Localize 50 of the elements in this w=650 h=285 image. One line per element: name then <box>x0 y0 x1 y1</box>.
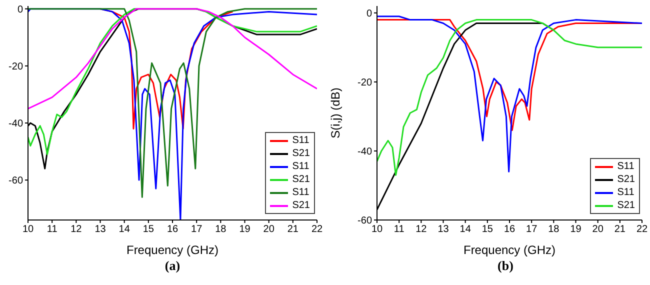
x-tick-label: 20 <box>263 224 275 236</box>
y-tick-label: -60 <box>358 216 372 227</box>
y-axis-title: S(i,j) (dB) <box>328 88 342 138</box>
x-tick-label: 13 <box>438 224 450 236</box>
x-tick-label: 20 <box>592 224 604 236</box>
x-tick-label: 11 <box>394 224 405 236</box>
x-tick-label: 21 <box>287 224 299 236</box>
line-series <box>28 8 317 110</box>
x-axis-title: Frequency (GHz) <box>463 243 556 257</box>
x-tick-label: 14 <box>118 224 130 236</box>
x-tick-label: 21 <box>614 224 626 236</box>
y-tick-label: 0 <box>17 4 24 16</box>
x-tick-label: 10 <box>371 224 383 236</box>
y-tick-label: -60 <box>8 176 24 187</box>
x-tick-label: 15 <box>482 224 494 236</box>
x-tick-label: 16 <box>504 224 516 236</box>
legend-label: S21 <box>292 147 310 160</box>
x-tick-label: 18 <box>215 224 227 236</box>
x-tick-label: 17 <box>526 224 538 236</box>
x-tick-label: 19 <box>570 224 582 236</box>
legend-label: S21 <box>617 199 635 212</box>
legend-label: S21 <box>292 199 310 212</box>
text: (a) <box>164 258 182 274</box>
x-tick-label: 18 <box>548 224 560 236</box>
x-tick-label: 15 <box>142 224 154 236</box>
legend-label: S11 <box>617 160 634 173</box>
x-tick-label: 22 <box>636 224 648 236</box>
x-tick-label: 11 <box>46 224 58 236</box>
y-tick-label: -40 <box>358 146 372 158</box>
x-tick-label: 13 <box>94 224 106 236</box>
x-tick-label: 14 <box>460 224 472 236</box>
legend-label: S11 <box>292 160 310 173</box>
y-tick-label: -20 <box>358 77 372 88</box>
y-tick-label: -20 <box>8 61 24 72</box>
x-tick-label: 12 <box>70 224 82 236</box>
x-tick-label: 12 <box>416 224 428 236</box>
legend-label: S21 <box>617 173 635 186</box>
x-tick-label: 19 <box>239 224 251 236</box>
text: (b) <box>496 258 514 274</box>
x-axis-title: Frequency (GHz) <box>126 243 219 257</box>
legend-label: S11 <box>617 186 634 199</box>
legend-label: S11 <box>292 134 310 147</box>
x-tick-label: 22 <box>311 224 323 236</box>
x-tick-label: 16 <box>166 224 178 236</box>
x-tick-label: 10 <box>22 224 34 236</box>
y-tick-label: 0 <box>366 8 372 20</box>
x-tick-label: 17 <box>191 224 203 236</box>
legend-label: S11 <box>292 186 310 199</box>
y-tick-label: -40 <box>8 118 24 130</box>
legend-label: S21 <box>292 173 310 186</box>
